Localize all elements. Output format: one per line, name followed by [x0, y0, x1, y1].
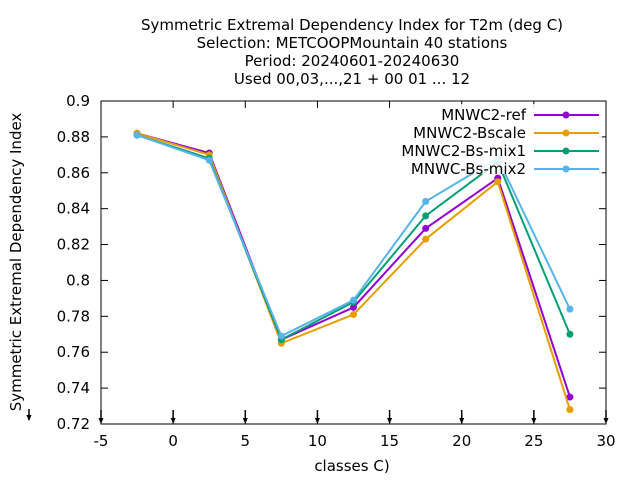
title-line-3: Period: 20240601-20240630	[245, 52, 460, 70]
y-axis: 0.72 0.74 0.76 0.78 0.8 0.82 0.84 0.86 0.88 0.9	[57, 92, 606, 433]
title-line-2: Selection: METCOOPMountain 40 stations	[197, 34, 508, 52]
data-point	[566, 330, 574, 338]
data-point	[277, 332, 285, 340]
x-tick-arrow	[242, 418, 248, 424]
x-tick-arrow	[531, 418, 537, 424]
legend-item: MNWC2-ref	[441, 106, 599, 124]
x-tick-arrow	[459, 418, 465, 424]
y-tick-label: 0.72	[57, 415, 90, 433]
data-point	[422, 212, 430, 220]
y-tick-label: 0.86	[57, 164, 90, 182]
legend-marker	[562, 111, 570, 119]
y-tick-label: 0.82	[57, 236, 90, 254]
y-tick-label: 0.88	[57, 128, 90, 146]
legend-marker	[562, 129, 570, 137]
legend: MNWC2-refMNWC2-BscaleMNWC2-Bs-mix1MNWC-B…	[390, 104, 602, 178]
left-arrow-head	[26, 415, 32, 421]
y-tick-label: 0.78	[57, 307, 90, 325]
x-tick-label: 0	[168, 432, 178, 450]
x-tick-arrow	[603, 418, 609, 424]
y-axis-label: Symmetric Extremal Dependency Index	[7, 113, 25, 412]
x-tick-arrow	[387, 418, 393, 424]
legend-label: MNWC2-ref	[441, 106, 526, 124]
x-tick-label: 15	[380, 432, 399, 450]
data-point	[422, 197, 430, 205]
legend-marker	[562, 147, 570, 155]
legend-item: MNWC2-Bscale	[413, 124, 599, 142]
x-axis-label: classes C)	[314, 457, 389, 475]
legend-marker	[562, 165, 570, 173]
y-tick-label: 0.8	[66, 271, 90, 289]
x-tick-label: 5	[241, 432, 251, 450]
x-tick-arrow	[314, 418, 320, 424]
title-line-4: Used 00,03,...,21 + 00 01 ... 12	[234, 70, 470, 88]
x-tick-label: 20	[452, 432, 471, 450]
data-point	[350, 303, 357, 311]
title-line-1: Symmetric Extremal Dependency Index for …	[141, 16, 563, 34]
data-point	[205, 156, 213, 164]
data-point	[566, 406, 574, 414]
x-tick-label: 30	[596, 432, 615, 450]
y-tick-label: 0.9	[66, 92, 90, 110]
data-point	[494, 178, 502, 186]
chart-title: Symmetric Extremal Dependency Index for …	[141, 16, 563, 88]
x-axis: -5 0 5 10 15 20 25 30	[26, 101, 616, 450]
data-point	[422, 224, 430, 232]
legend-item: MNWC2-Bs-mix1	[401, 142, 599, 160]
data-point	[133, 131, 141, 139]
legend-item: MNWC-Bs-mix2	[411, 160, 599, 178]
data-point	[422, 235, 430, 243]
x-tick-arrow	[98, 418, 104, 424]
plot-frame	[100, 100, 607, 425]
x-tick-label: -5	[94, 432, 109, 450]
y-tick-label: 0.76	[57, 343, 90, 361]
y-tick-label: 0.74	[57, 379, 90, 397]
x-tick-label: 25	[524, 432, 543, 450]
data-point	[350, 296, 357, 304]
data-point	[350, 311, 357, 319]
y-tick-label: 0.84	[57, 200, 90, 218]
data-point	[566, 393, 574, 401]
legend-label: MNWC2-Bscale	[413, 124, 526, 142]
x-tick-label: 10	[308, 432, 327, 450]
legend-label: MNWC2-Bs-mix1	[401, 142, 526, 160]
legend-label: MNWC-Bs-mix2	[411, 160, 526, 178]
data-point	[566, 305, 574, 313]
x-tick-arrow	[170, 418, 176, 424]
